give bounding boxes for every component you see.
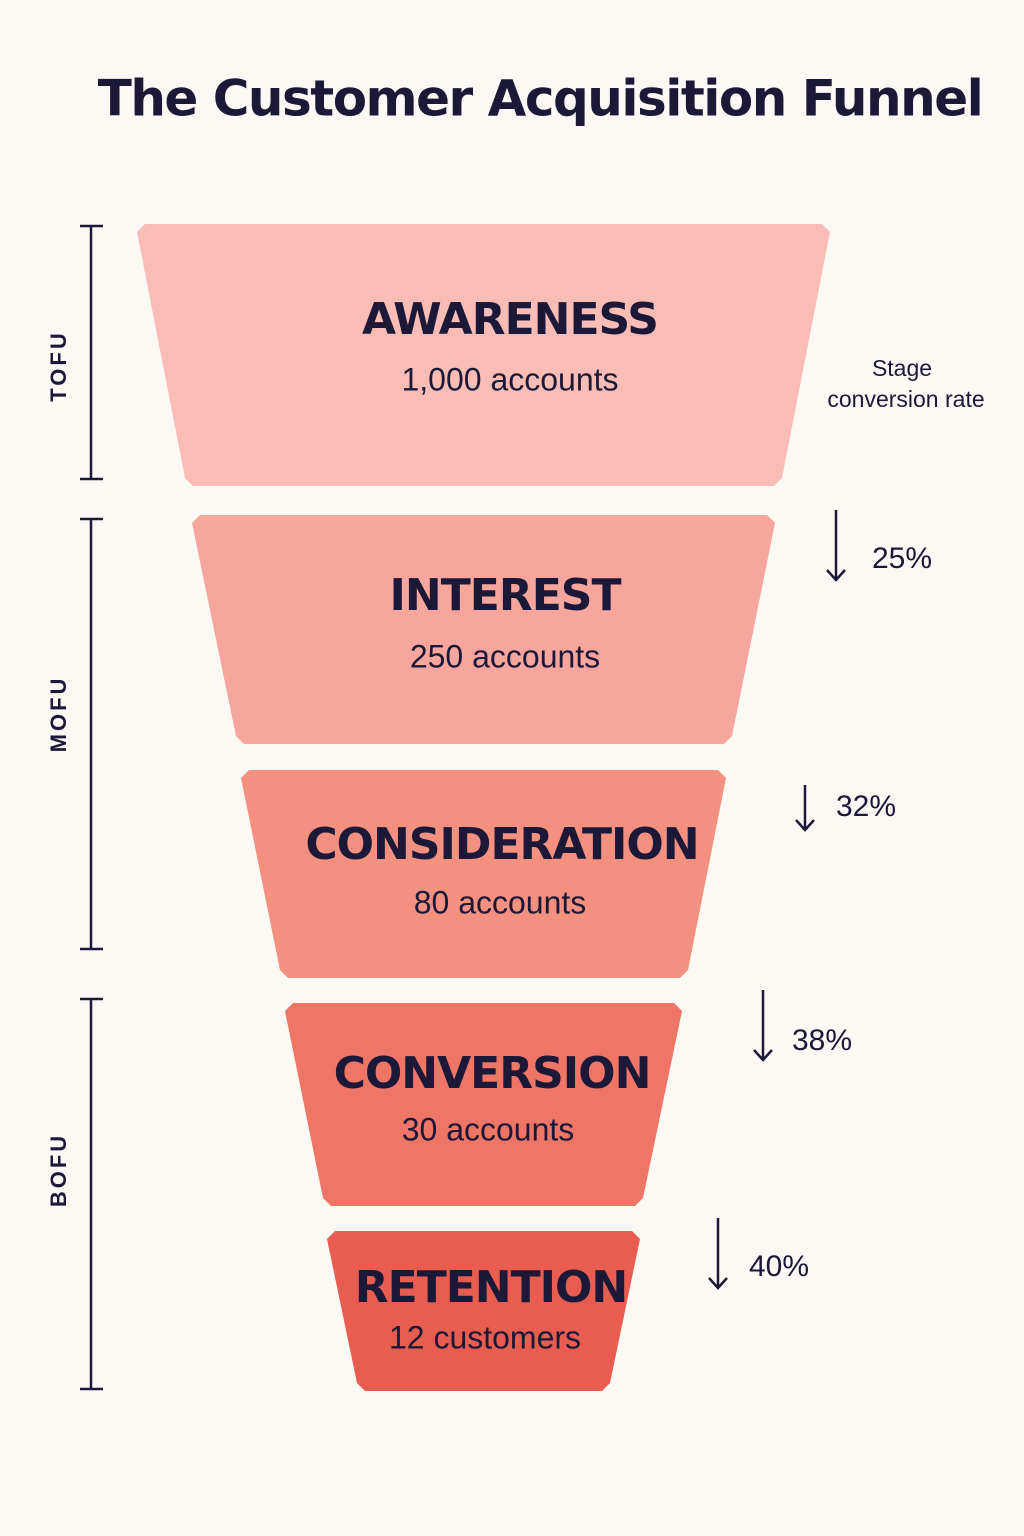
stage-shape	[137, 224, 830, 486]
stage-shape	[327, 1231, 640, 1391]
arrow	[753, 990, 773, 1062]
stage-count: 1,000 accounts	[401, 361, 618, 397]
segment-label: MOFU	[46, 676, 71, 753]
conversion-rate: 40%	[749, 1250, 809, 1283]
title: The Customer Acquisition Funnel	[98, 70, 983, 128]
stage-shape	[192, 515, 775, 744]
arrow	[795, 785, 815, 832]
bracket	[80, 224, 103, 481]
stage-name: RETENTION	[355, 1262, 627, 1313]
arrow	[826, 510, 846, 582]
stage-name: INTEREST	[390, 570, 622, 621]
stage-count: 250 accounts	[410, 638, 600, 674]
rate-header: conversion rate	[827, 386, 984, 412]
stage-shape	[285, 1003, 682, 1206]
conversion-rate: 25%	[872, 542, 932, 575]
bracket	[80, 517, 103, 951]
stage-name: CONSIDERATION	[305, 819, 698, 870]
segment-label: TOFU	[46, 330, 71, 401]
arrow	[708, 1218, 728, 1290]
conversion-rate: 32%	[836, 790, 896, 823]
stage-shape	[241, 770, 726, 978]
rate-header: Stage	[872, 355, 932, 381]
stage-count: 30 accounts	[402, 1111, 575, 1147]
conversion-rate: 38%	[792, 1024, 852, 1057]
stage-name: CONVERSION	[334, 1048, 651, 1099]
bracket	[80, 997, 103, 1391]
stage-name: AWARENESS	[362, 294, 658, 345]
stage-count: 12 customers	[389, 1319, 581, 1355]
stage-count: 80 accounts	[414, 884, 587, 920]
segment-label: BOFU	[46, 1133, 71, 1207]
